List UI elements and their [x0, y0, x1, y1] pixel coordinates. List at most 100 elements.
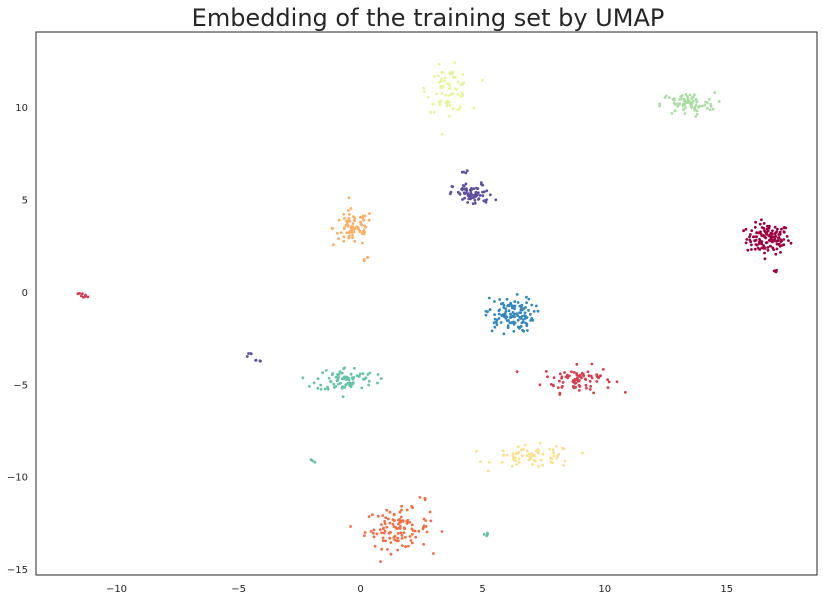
scatter-point — [751, 235, 755, 239]
scatter-point — [760, 218, 763, 222]
scatter-point — [379, 377, 383, 380]
scatter-point — [511, 454, 515, 458]
scatter-point — [367, 218, 371, 222]
scatter-point — [371, 531, 375, 535]
scatter-point — [393, 538, 397, 542]
scatter-point — [392, 513, 396, 517]
scatter-point — [438, 103, 442, 106]
scatter-point — [410, 527, 414, 531]
scatter-point — [511, 452, 515, 455]
scatter-point — [490, 329, 494, 333]
scatter-point — [678, 98, 682, 101]
scatter-point — [472, 106, 476, 110]
scatter-point — [336, 378, 340, 381]
scatter-point — [516, 445, 520, 449]
scatter-point — [425, 530, 429, 534]
scatter-point — [353, 366, 356, 370]
scatter-point — [484, 313, 488, 317]
scatter-point — [497, 312, 501, 316]
scatter-point — [400, 534, 404, 537]
scatter-point — [360, 386, 364, 390]
scatter-point — [462, 170, 466, 174]
scatter-point — [385, 525, 389, 529]
y-tick-label: −15 — [7, 565, 28, 576]
scatter-point — [461, 73, 465, 76]
scatter-point — [353, 239, 357, 243]
scatter-point — [383, 520, 387, 523]
scatter-point — [708, 97, 711, 101]
scatter-point — [363, 224, 366, 228]
scatter-point — [558, 372, 562, 376]
scatter-point — [688, 93, 692, 97]
scatter-point — [352, 215, 355, 219]
scatter-point — [432, 110, 436, 114]
scatter-point — [506, 304, 510, 308]
scatter-point — [586, 370, 590, 374]
scatter-point — [558, 393, 562, 396]
y-axis-ticks: −15 −10 −5 0 5 10 — [7, 103, 28, 576]
scatter-point — [383, 522, 387, 526]
scatter-point — [327, 376, 331, 380]
scatter-point — [340, 371, 344, 375]
scatter-point — [397, 522, 400, 526]
scatter-point — [423, 497, 427, 500]
scatter-point — [411, 541, 414, 545]
scatter-point — [775, 247, 779, 251]
scatter-point — [399, 515, 403, 519]
scatter-point — [760, 226, 764, 229]
scatter-point — [527, 297, 531, 301]
scatter-point — [362, 218, 366, 222]
scatter-point — [389, 541, 393, 544]
scatter-point — [456, 190, 460, 194]
scatter-point — [362, 377, 365, 381]
cluster-0 — [742, 218, 793, 274]
scatter-point — [350, 228, 354, 231]
scatter-point — [470, 187, 473, 190]
scatter-point — [473, 198, 477, 202]
scatter-point — [499, 321, 503, 324]
plot-frame — [35, 31, 818, 576]
scatter-point — [575, 362, 579, 366]
scatter-point — [519, 308, 523, 312]
scatter-point — [385, 508, 389, 512]
scatter-point — [301, 376, 305, 380]
scatter-point — [782, 230, 786, 234]
scatter-point — [769, 244, 772, 248]
scatter-point — [518, 304, 522, 308]
scatter-point — [536, 309, 540, 313]
scatter-point — [769, 234, 773, 238]
scatter-point — [561, 381, 565, 384]
scatter-point — [376, 514, 380, 518]
scatter-point — [548, 447, 551, 451]
scatter-point — [502, 453, 505, 457]
scatter-point — [701, 104, 704, 108]
scatter-point — [526, 329, 529, 332]
scatter-point — [717, 100, 721, 103]
scatter-point — [388, 536, 392, 540]
scatter-point — [592, 391, 595, 395]
scatter-point — [349, 372, 353, 376]
scatter-point — [697, 105, 700, 109]
scatter-point — [502, 315, 506, 319]
scatter-point — [508, 316, 512, 319]
scatter-point — [396, 548, 400, 552]
scatter-point — [529, 319, 532, 322]
scatter-point — [560, 376, 563, 380]
scatter-point — [771, 229, 774, 233]
scatter-point — [763, 229, 766, 233]
scatter-point — [361, 216, 365, 220]
scatter-point — [433, 75, 436, 78]
scatter-point — [541, 452, 545, 456]
scatter-point — [683, 112, 687, 115]
scatter-point — [422, 542, 425, 546]
scatter-point — [754, 220, 757, 224]
scatter-point — [518, 311, 521, 315]
scatter-point — [408, 520, 412, 524]
scatter-point — [443, 76, 447, 80]
scatter-point — [695, 112, 699, 116]
scatter-point — [366, 373, 370, 376]
scatter-point — [539, 458, 543, 462]
scatter-point — [326, 387, 330, 391]
scatter-point — [512, 458, 516, 462]
scatter-point — [744, 227, 748, 231]
